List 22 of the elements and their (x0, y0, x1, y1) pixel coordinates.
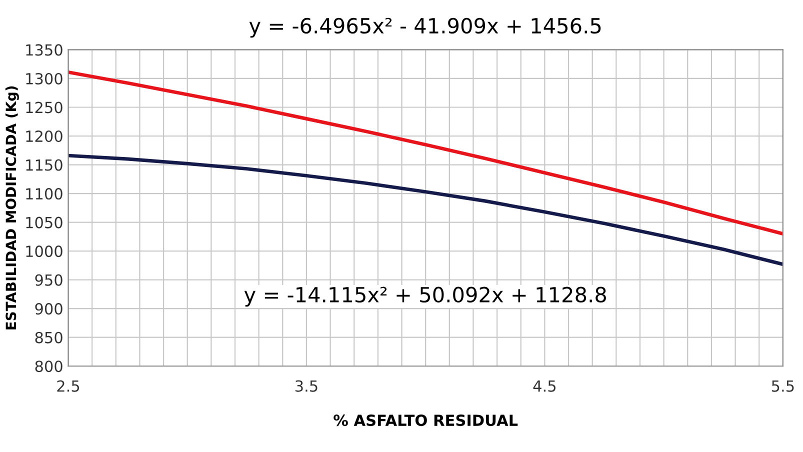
y-tick-label: 1300 (26, 72, 62, 85)
y-tick-label: 1350 (26, 44, 62, 56)
y-tick-label: 1000 (26, 246, 62, 258)
x-tick-label: 5.5 (772, 380, 794, 392)
y-tick-label: 1100 (26, 188, 62, 200)
line-series (68, 154, 783, 266)
x-axis-title: % ASFALTO RESIDUAL (334, 414, 518, 426)
y-tick-label: 850 (35, 332, 62, 344)
y-tick-label: 1150 (26, 159, 62, 171)
y-tick-label: 1200 (26, 130, 62, 142)
x-tick-label: 2.5 (57, 380, 80, 392)
x-tick-label: 3.5 (295, 380, 318, 392)
annotation: y = -14.115x² + 50.092x + 1128.8 (244, 286, 606, 307)
text: y = -6.4965x² - 41.909x + 1456.5 (249, 18, 601, 38)
y-tick-label: 1250 (26, 102, 62, 114)
y-tick-label: 900 (35, 303, 62, 315)
y-tick-label: 950 (35, 274, 62, 286)
x-tick-label: 4.5 (533, 380, 556, 392)
y-tick-label: 800 (35, 360, 62, 372)
y-axis-title: ESTABILIDAD MODIFICADA (Kg) (5, 86, 19, 330)
line-series (68, 70, 783, 236)
y-tick-label: 1050 (26, 216, 62, 228)
